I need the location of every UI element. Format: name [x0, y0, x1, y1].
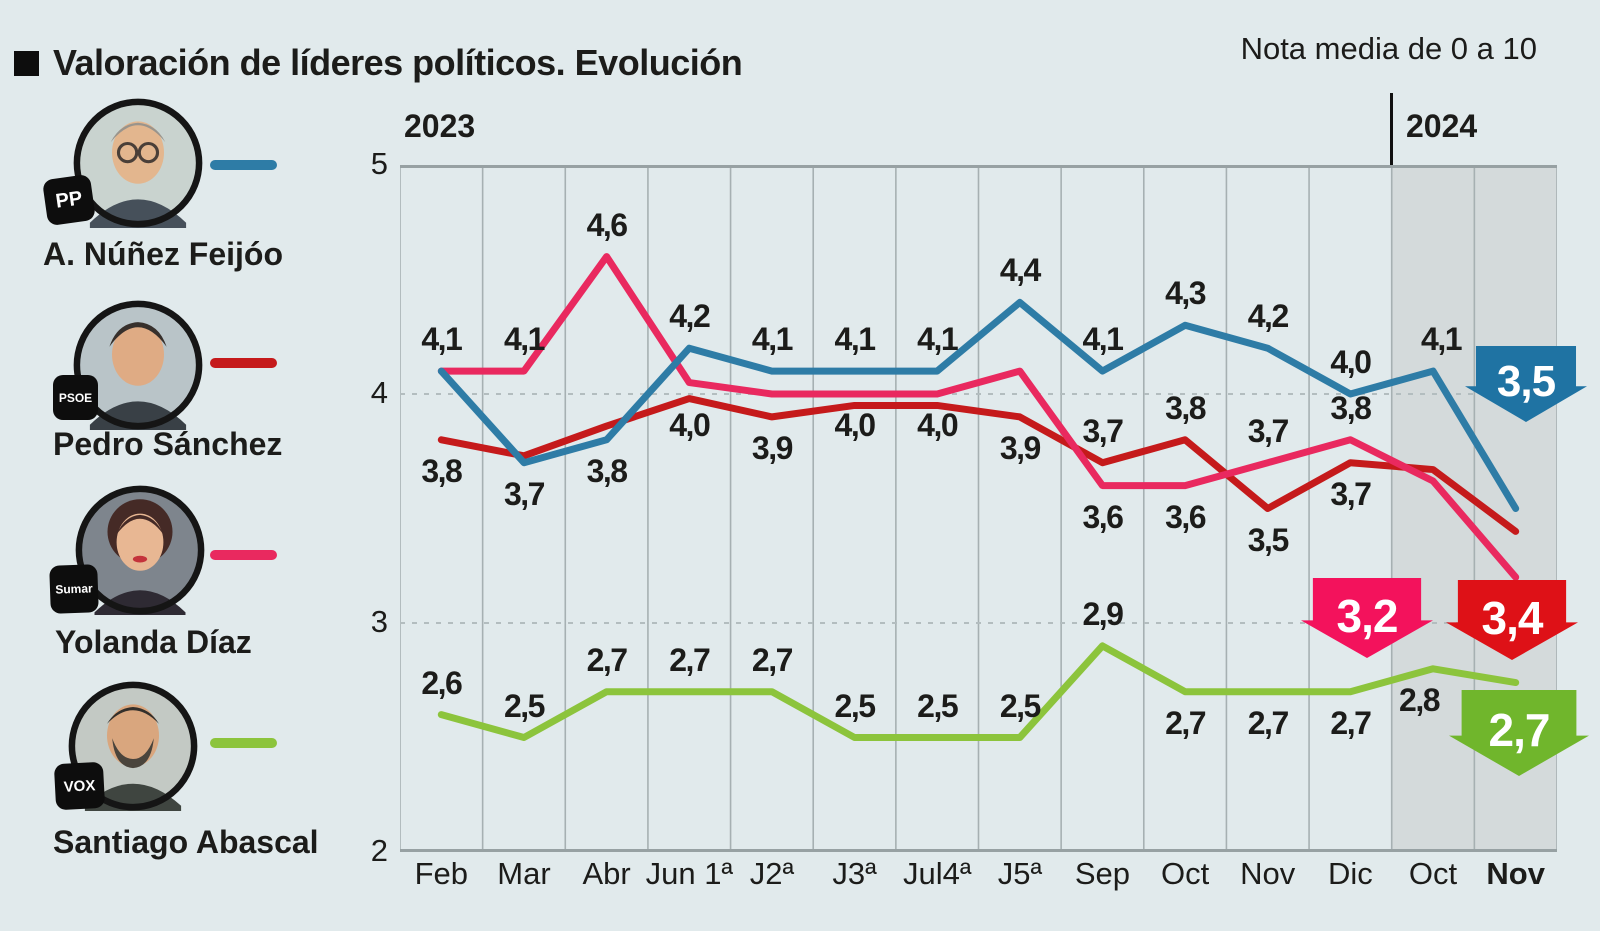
x-label-13-Nov: Nov [1486, 856, 1545, 891]
line-chart: 4,1 4,2 4,1 4,1 4,1 4,4 4,1 4,3 4,2 4,0 4,1 3,8 3,7 3… [400, 165, 1557, 852]
feijoo-photo [73, 98, 203, 228]
x-label-12-Oct: Oct [1408, 856, 1458, 891]
sanchez-color-swatch [210, 358, 277, 368]
diaz-photo [75, 485, 205, 615]
year-separator-line [1390, 93, 1393, 165]
line-abascal [437, 642, 1520, 741]
x-label-8-Sep: Sep [1074, 856, 1131, 891]
year-label-2023: 2023 [404, 108, 476, 144]
pp-logo: PP [42, 173, 96, 227]
y-tick-3: 3 [370, 604, 388, 639]
page-title: Valoración de líderes políticos. Evoluci… [53, 42, 743, 83]
sanchez-photo [73, 300, 203, 430]
diaz-color-swatch [210, 550, 277, 560]
x-label-9-Oct: Oct [1160, 856, 1210, 891]
x-label-10-Nov: Nov [1240, 856, 1296, 891]
scale-note: Nota media de 0 a 10 [1240, 31, 1537, 66]
header: Valoración de líderes políticos. Evoluci… [14, 42, 743, 84]
vox-logo: VOX [53, 761, 106, 811]
x-label-1-Mar: Mar [497, 856, 551, 891]
feijoo-color-swatch [210, 160, 277, 170]
x-label-7-J5ª: J5ª [997, 856, 1042, 891]
year-label-2024: 2024 [1406, 108, 1478, 144]
y-tick-2: 2 [370, 833, 388, 868]
line-diaz [437, 253, 1520, 581]
x-label-5-J3ª: J3ª [832, 856, 877, 891]
x-label-3-Jun1ª: Jun 1ª [645, 856, 733, 891]
x-label-6-Jul4ª: Jul4ª [903, 856, 972, 891]
chart-grid-and-lines [400, 165, 1557, 852]
line-feijoo [437, 298, 1520, 512]
x-label-2-Abr: Abr [582, 856, 631, 891]
sumar-logo: Sumar [49, 564, 99, 614]
psoe-logo: PSOE [53, 375, 98, 420]
legend-name-feijoo: A. Núñez Feijóo [43, 236, 283, 272]
y-tick-4: 4 [370, 375, 388, 410]
title-square-bullet [14, 50, 39, 76]
x-label-11-Dic: Dic [1328, 856, 1373, 891]
legend-name-diaz: Yolanda Díaz [55, 624, 252, 660]
legend-name-sanchez: Pedro Sánchez [53, 426, 283, 462]
x-label-4-J2ª: J2ª [749, 856, 794, 891]
legend-name-abascal: Santiago Abascal [53, 824, 319, 860]
y-tick-5: 5 [370, 146, 388, 181]
x-label-0-Feb: Feb [414, 856, 469, 891]
abascal-color-swatch [210, 738, 277, 748]
